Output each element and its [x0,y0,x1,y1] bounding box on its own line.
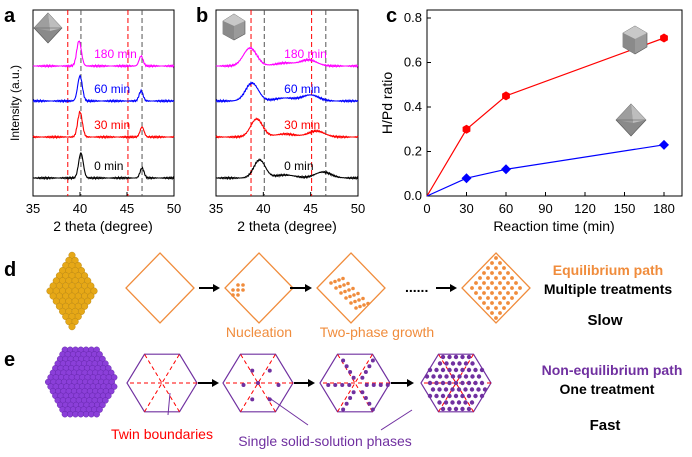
ylabel-a: Intensity (a.u.) [8,65,22,141]
data-point [462,124,471,134]
series-label: 30 min [284,118,320,132]
xrd-curve-0 [215,158,359,181]
series-label: 0 min [94,159,123,173]
schematic-d: ...... Nucleation Two-phase growth Equil… [46,251,673,340]
xrd-curve-1 [215,117,359,140]
icosahedron-outline [222,353,294,413]
octahedron-outline-3 [316,252,386,324]
nucleation-label: Nucleation [226,324,292,340]
arrow-d-3 [436,284,457,292]
nucleation-dots [231,256,522,320]
x-tick-label: 50 [167,201,181,216]
xrd-panel-a: 35 40 45 50 0 min 30 min 60 min 180 min Intens… [8,9,181,234]
x-tick-label: 35 [26,201,40,216]
two-phase-label: Two-phase growth [320,324,434,340]
arrow-d-1 [199,284,220,292]
arrow-e-1 [198,379,219,387]
series-line-octahedron [426,144,665,197]
xlabel-b: 2 theta (degree) [237,218,337,234]
data-point [461,173,472,184]
twin-pointer [167,392,171,416]
ellipsis: ...... [405,279,428,295]
y-tick-label: 0.8 [404,10,422,25]
octahedron-outline-2 [224,252,294,324]
arrow-d-2 [290,284,312,292]
panel-label-b: b [196,5,208,27]
data-point [502,91,510,101]
x-tick-label: 45 [303,201,317,216]
series-label: 60 min [284,82,320,96]
x-tick-label: 180 [653,201,675,216]
pd-octahedron-model [46,251,98,331]
equilibrium-path-label: Equilibrium path [553,262,663,278]
data-point [501,164,511,175]
h-pd-panel-c: 0 30 60 90 120 150 180 0.0 0.2 0.4 0.6 0.8 H/Pd rat… [379,9,683,234]
multiple-treatments-label: Multiple treatments [544,281,673,297]
series-label: 30 min [94,118,130,132]
twin-boundaries-label: Twin boundaries [111,426,213,442]
x-tick-label: 40 [73,201,87,216]
single-pointer-1 [267,396,309,426]
icosahedron-outline [420,353,492,413]
icosahedron-icon-c [622,25,648,55]
x-tick-label: 90 [538,201,552,216]
xrd-curve-0 [32,152,175,181]
x-tick-label: 40 [256,201,270,216]
panel-label-c: c [386,5,397,27]
xrd-panel-b: 35 40 45 50 0 min 30 min 60 min 180 min 2 thet… [209,9,365,234]
y-tick-label: 0.0 [404,188,422,203]
non-equilibrium-path-label: Non-equilibrium path [542,362,683,378]
plot-frame-a [32,9,175,197]
slow-label: Slow [587,312,622,329]
single-pointer-2 [380,409,413,431]
x-tick-label: 30 [459,201,473,216]
xrd-curve-2 [215,81,359,104]
ylabel-c: H/Pd ratio [379,72,395,134]
series-label: 60 min [94,82,130,96]
fast-label: Fast [590,417,621,434]
x-tick-label: 120 [574,201,596,216]
panel-label-e: e [4,349,15,371]
pd-icosahedron-model [45,346,118,418]
schematic-e: Twin boundaries Single solid-solution ph… [45,346,683,449]
arrow-e-3 [391,379,414,387]
series-line-icosahedron [426,37,665,197]
x-tick-label: 60 [499,201,513,216]
y-tick-label: 0.2 [404,144,422,159]
octahedron-icon [33,12,63,44]
octahedron-outline-1 [125,252,195,324]
x-tick-label: 35 [209,201,223,216]
data-point [659,139,669,150]
series-label: 180 min [284,47,327,61]
x-tick-label: 50 [351,201,365,216]
xlabel-c: Reaction time (min) [493,218,614,234]
y-tick-label: 0.4 [404,99,422,114]
one-treatment-label: One treatment [560,381,655,397]
series-label: 0 min [284,159,313,173]
icosahedron-outline [126,353,198,413]
xrd-curve-2 [32,74,175,104]
x-tick-label: 45 [120,201,134,216]
panel-label-d: d [4,259,16,281]
x-tick-label: 0 [423,201,430,216]
octahedron-icon-c [615,103,647,137]
xrd-curve-1 [32,110,175,140]
icosahedron-icon [222,13,246,41]
xlabel-a: 2 theta (degree) [53,218,153,234]
icosahedron-outline [319,353,391,413]
plot-frame-b [215,9,359,197]
data-point [660,33,668,43]
y-tick-label: 0.6 [404,55,422,70]
arrow-e-2 [294,379,315,387]
octahedron-outline-4 [461,252,531,324]
panel-label-a: a [4,5,16,27]
x-tick-label: 150 [614,201,636,216]
xrd-curve-3 [32,40,175,69]
plot-frame-c [426,9,683,197]
series-label: 180 min [94,47,137,61]
single-phase-label: Single solid-solution phases [238,433,412,449]
xrd-curve-3 [215,46,359,69]
